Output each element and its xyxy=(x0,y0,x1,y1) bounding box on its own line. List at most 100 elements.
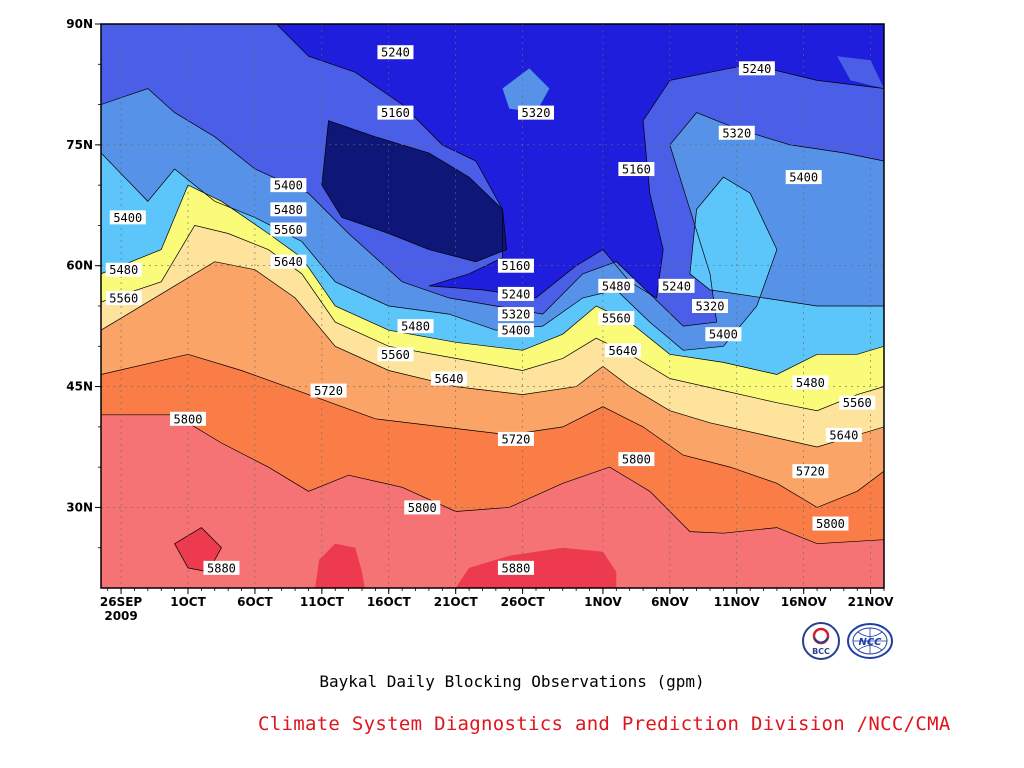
contour-label-box xyxy=(497,258,534,273)
contour-label-text: 5320 xyxy=(696,300,725,314)
credit-line: Climate System Diagnostics and Predictio… xyxy=(258,713,951,735)
contour-label-text: 5640 xyxy=(435,372,464,386)
contour-label-text: 5720 xyxy=(501,432,530,446)
contour-label-text: 5400 xyxy=(789,171,818,185)
contour-label-text: 5320 xyxy=(522,106,551,120)
contour-label: 5240 xyxy=(377,45,414,60)
contour-label: 5640 xyxy=(270,254,307,269)
contour-label-box xyxy=(431,371,467,386)
contour-label-text: 5160 xyxy=(381,106,410,120)
contour-label-box xyxy=(718,125,755,140)
contour-label-box xyxy=(518,105,554,120)
contour-label-box xyxy=(812,516,849,531)
band-5800 xyxy=(101,414,884,588)
x-tick-label: 16OCT xyxy=(367,595,412,609)
contour-label: 5560 xyxy=(270,222,307,237)
contour-label-text: 5800 xyxy=(174,412,203,426)
contour-label-box xyxy=(270,254,307,269)
contour-label-text: 5320 xyxy=(722,126,751,140)
contour-label-box xyxy=(270,222,307,237)
contour-label-text: 5480 xyxy=(796,376,825,390)
contour-label-box xyxy=(109,210,146,225)
contour-label: 5640 xyxy=(605,343,641,358)
contour-label-text: 5720 xyxy=(314,384,343,398)
contour-label: 5320 xyxy=(692,299,728,314)
bcc-logo-text: BCC xyxy=(812,647,830,656)
x-tick-label: 11NOV xyxy=(714,595,761,609)
contour-label-box xyxy=(618,452,655,467)
contour-label-box xyxy=(497,286,534,301)
contour-label: 5560 xyxy=(377,347,414,362)
contour-label-text: 5720 xyxy=(796,465,825,479)
contour-label-text: 5800 xyxy=(622,453,651,467)
y-tick-label: 75N xyxy=(66,138,93,152)
contour-label-box xyxy=(497,323,534,338)
contour-label: 5560 xyxy=(105,290,142,305)
contour-line-5640 xyxy=(101,261,884,448)
contour-label: 5320 xyxy=(497,307,534,322)
contour-label: 5880 xyxy=(203,560,240,575)
contour-line-5880 xyxy=(174,527,222,573)
contour-label: 5480 xyxy=(105,262,142,277)
contour-label-text: 5560 xyxy=(381,348,410,362)
contour-label-box xyxy=(270,202,307,217)
contour-label: 5480 xyxy=(397,319,434,334)
contour-label: 5320 xyxy=(718,125,755,140)
y-tick-label: 30N xyxy=(66,500,93,514)
contour-label: 5720 xyxy=(310,383,347,398)
contour-label-text: 5400 xyxy=(113,211,142,225)
contour-label-text: 5800 xyxy=(816,517,845,531)
contour-label-box xyxy=(618,162,655,177)
band-5160 xyxy=(276,24,884,298)
contour-label-box xyxy=(310,383,347,398)
contour-line-5480 xyxy=(101,184,884,375)
contour-label-text: 5480 xyxy=(401,320,430,334)
contour-label: 5640 xyxy=(431,371,467,386)
contour-label: 5160 xyxy=(377,105,414,120)
contour-label-box xyxy=(598,311,635,326)
contour-label: 5160 xyxy=(618,162,655,177)
contour-label-box xyxy=(785,170,822,185)
contour-label-text: 5880 xyxy=(501,561,530,575)
contour-label-box xyxy=(105,290,142,305)
contour-label-text: 5880 xyxy=(207,561,236,575)
contour-label-box xyxy=(605,343,641,358)
x-tick-label: 21OCT xyxy=(434,595,479,609)
contour-label-text: 5560 xyxy=(109,291,138,305)
contour-lines xyxy=(101,24,884,573)
contour-label-text: 5560 xyxy=(602,312,631,326)
contour-label: 5480 xyxy=(270,202,307,217)
contour-line-5400 xyxy=(101,152,884,351)
x-tick-label: 21NOV xyxy=(848,595,895,609)
contour-label-box xyxy=(397,319,434,334)
contour-label: 5560 xyxy=(598,311,635,326)
contour-label-text: 5240 xyxy=(381,46,410,60)
ncc-logo: NCC xyxy=(847,623,893,659)
band-5880-pocket-1 xyxy=(174,527,222,572)
chart-title: Baykal Daily Blocking Observations (gpm) xyxy=(319,672,705,691)
contour-label: 5400 xyxy=(497,323,534,338)
contour-label-box xyxy=(203,560,240,575)
contour-label: 5560 xyxy=(839,395,876,410)
contour-line-5160 xyxy=(321,120,507,263)
plot-area xyxy=(101,24,884,588)
y-tick-label: 60N xyxy=(66,259,93,273)
contour-label-box xyxy=(497,560,534,575)
contour-label: 5320 xyxy=(518,105,554,120)
contour-label-box xyxy=(377,347,414,362)
x-tick-label: 16NOV xyxy=(781,595,828,609)
band-5320-pocket xyxy=(502,68,550,113)
contour-label-text: 5160 xyxy=(622,163,651,177)
ncc-logo-text: NCC xyxy=(858,637,882,648)
band-5880-pocket-3 xyxy=(455,547,617,588)
x-tick-label: 26OCT xyxy=(501,595,546,609)
contour-label: 5800 xyxy=(170,411,206,426)
y-tick-label: 90N xyxy=(66,17,93,31)
contour-line-5240 xyxy=(275,24,884,299)
contour-label-text: 5560 xyxy=(843,396,872,410)
y-tick-label: 45N xyxy=(66,380,93,394)
band-5880-pocket-2 xyxy=(315,543,365,588)
contour-label-box xyxy=(598,278,635,293)
contour-label: 5240 xyxy=(738,61,775,76)
